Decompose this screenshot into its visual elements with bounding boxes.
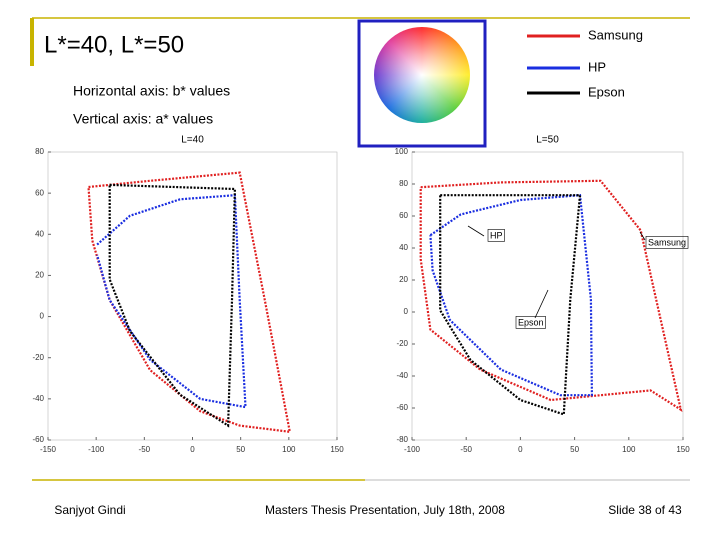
note: Horizontal axis: b* values <box>73 83 230 99</box>
plot-frame <box>411 151 684 441</box>
x-tick-label: -100 <box>88 445 105 454</box>
x-tick-label: -150 <box>40 445 57 454</box>
y-tick-label: -80 <box>396 435 408 444</box>
annotation-arrow <box>639 231 646 241</box>
wheel-frame <box>357 19 487 148</box>
y-tick-label: -20 <box>396 339 408 348</box>
y-tick-label: 60 <box>399 211 408 220</box>
accent-bar <box>30 18 34 66</box>
y-tick-label: -20 <box>32 353 44 362</box>
note: Vertical axis: a* values <box>73 111 213 127</box>
y-tick-label: -40 <box>32 394 44 403</box>
footer-author: Sanjyot Gindi <box>54 503 125 517</box>
x-tick-label: 0 <box>518 445 523 454</box>
x-tick-label: 150 <box>330 445 344 454</box>
y-tick-label: -60 <box>32 435 44 444</box>
x-tick-label: -50 <box>139 445 151 454</box>
y-tick-label: 20 <box>399 275 408 284</box>
x-tick-label: -50 <box>460 445 472 454</box>
gamut-line <box>108 183 237 428</box>
y-tick-label: 0 <box>404 307 409 316</box>
annotation: Epson <box>518 317 544 327</box>
legend-label: HP <box>588 59 606 74</box>
annotation: Samsung <box>648 237 686 247</box>
footer-page: Slide 38 of 43 <box>608 503 682 517</box>
gamut-line <box>439 194 582 416</box>
chart-title: L=40 <box>181 135 204 146</box>
annotation-box <box>645 236 689 249</box>
x-tick-label: 100 <box>282 445 296 454</box>
x-tick-label: 150 <box>676 445 690 454</box>
legend-label: Samsung <box>588 27 643 42</box>
annotation-arrow <box>534 289 549 319</box>
x-tick-label: -100 <box>404 445 421 454</box>
x-tick-label: 0 <box>190 445 195 454</box>
slide-title: L*=40, L*=50 <box>44 31 184 58</box>
x-tick-label: 50 <box>570 445 579 454</box>
y-tick-label: -60 <box>396 403 408 412</box>
plot-frame <box>47 151 338 441</box>
x-tick-label: 50 <box>236 445 245 454</box>
annotation: HP <box>490 230 503 240</box>
y-tick-label: 80 <box>35 147 44 156</box>
y-tick-label: 80 <box>399 179 408 188</box>
y-tick-label: 40 <box>399 243 408 252</box>
y-tick-label: -40 <box>396 371 408 380</box>
y-tick-label: 60 <box>35 188 44 197</box>
gamut-line <box>96 194 247 409</box>
y-tick-label: 40 <box>35 229 44 238</box>
y-tick-label: 0 <box>40 312 45 321</box>
annotation-box <box>515 316 546 329</box>
chart-title: L=50 <box>536 135 559 146</box>
gamut-line <box>419 179 683 412</box>
gamut-line <box>87 171 292 434</box>
legend-label: Epson <box>588 84 625 99</box>
color-wheel <box>374 27 470 123</box>
y-tick-label: 100 <box>395 147 409 156</box>
x-tick-label: 100 <box>622 445 636 454</box>
annotation-box <box>487 229 505 242</box>
gamut-line <box>429 194 594 397</box>
annotation-arrow <box>467 225 485 237</box>
y-tick-label: 20 <box>35 271 44 280</box>
footer-event: Masters Thesis Presentation, July 18th, … <box>265 503 505 517</box>
